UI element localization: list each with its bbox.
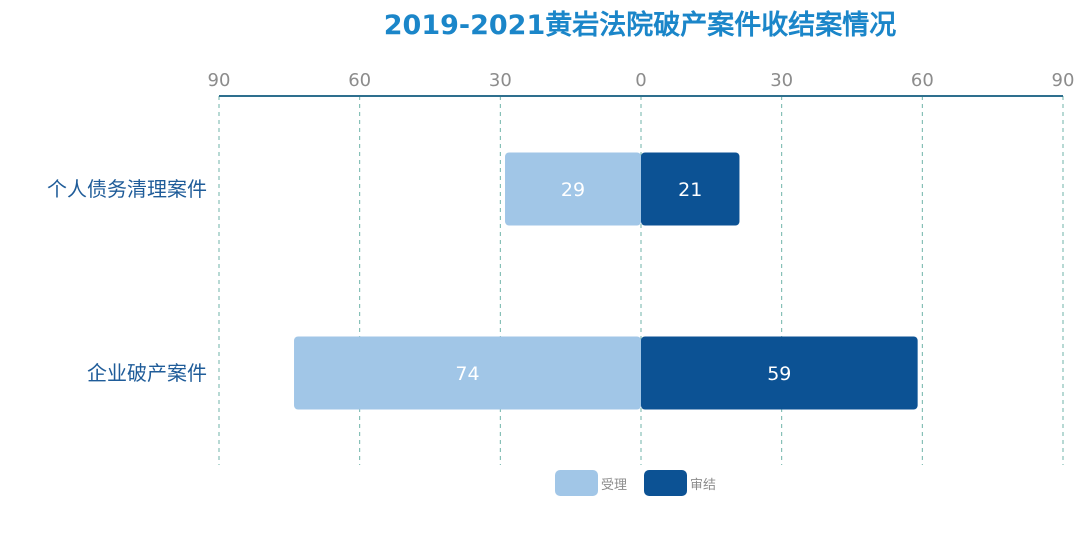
chart-title: 2019-2021黄岩法院破产案件收结案情况: [384, 9, 897, 41]
bars: 29 21 74 59: [294, 152, 918, 410]
x-tick-label: 0: [635, 70, 646, 91]
x-tick-label: 30: [489, 70, 512, 91]
x-tick-label: 60: [348, 70, 371, 91]
grid-lines: [218, 96, 1064, 465]
bar-concluded: [641, 336, 918, 410]
legend-label: 受理: [601, 478, 627, 493]
category-label: 个人债务清理案件: [47, 177, 207, 201]
bar-accepted: [505, 152, 641, 226]
legend-swatch: [644, 470, 687, 496]
bar-value-label: 29: [561, 179, 585, 201]
x-tick-label: 90: [1052, 70, 1075, 91]
x-tick-label: 30: [770, 70, 793, 91]
x-axis-ticks: 90 60 30 0 30 60 90: [208, 70, 1075, 91]
legend: 受理 审结: [555, 470, 716, 496]
category-label: 企业破产案件: [87, 361, 207, 385]
x-tick-label: 60: [911, 70, 934, 91]
bar-value-label: 21: [678, 179, 702, 201]
bar-concluded: [641, 152, 740, 226]
legend-label: 审结: [690, 478, 716, 493]
bar-value-label: 74: [455, 363, 479, 385]
x-tick-label: 90: [208, 70, 231, 91]
bar-value-label: 59: [767, 363, 791, 385]
legend-swatch: [555, 470, 598, 496]
bar-accepted: [294, 336, 641, 410]
